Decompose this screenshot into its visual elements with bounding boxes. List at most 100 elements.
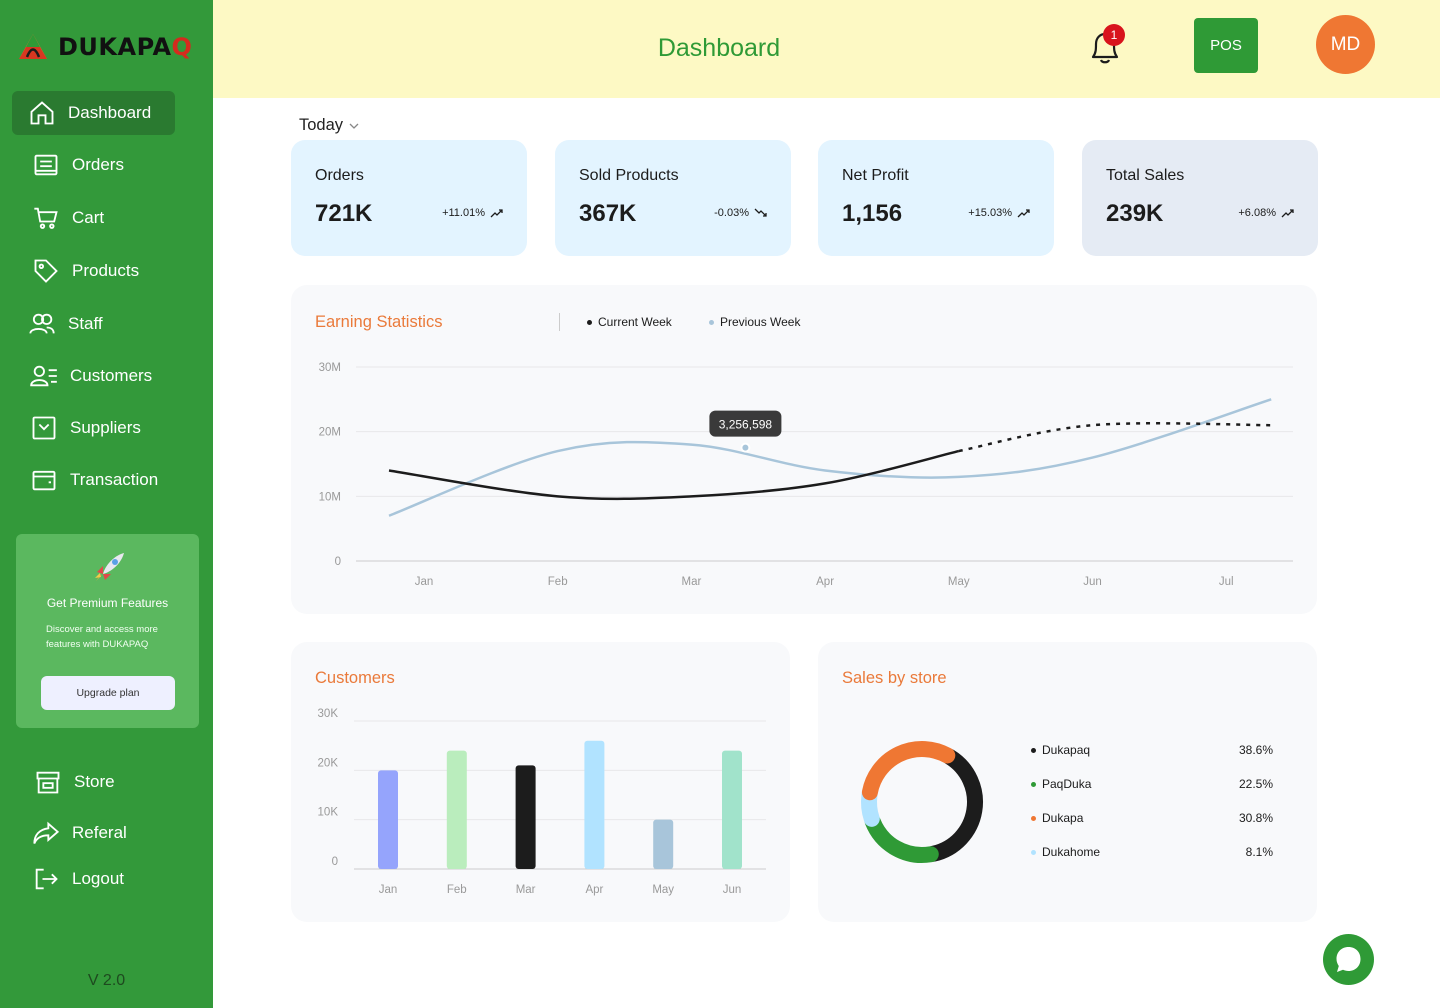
sidebar-item-staff[interactable]: Staff	[12, 302, 175, 346]
stat-card-orders[interactable]: Orders 721K +11.01%	[291, 140, 527, 256]
sidebar-item-suppliers[interactable]: Suppliers	[12, 406, 175, 450]
tooltip-label: 3,256,598	[719, 418, 773, 432]
sidebar-item-orders[interactable]: Orders	[12, 143, 175, 187]
brand-logo[interactable]: DUKAPAQ	[16, 30, 192, 64]
stat-title: Net Profit	[842, 167, 909, 184]
sidebar-item-store[interactable]: Store	[12, 760, 175, 804]
y-tick-label: 20K	[318, 757, 339, 769]
upgrade-plan-button[interactable]: Upgrade plan	[41, 676, 175, 710]
x-tick-label: Feb	[447, 884, 467, 896]
sidebar-item-label: Transaction	[70, 470, 159, 489]
legend-divider	[559, 313, 560, 331]
sidebar-item-products[interactable]: Products	[12, 249, 175, 293]
orders-icon	[34, 154, 58, 176]
y-tick-label: 20M	[319, 427, 341, 439]
bar	[584, 740, 605, 869]
sidebar-item-referal[interactable]: Referal	[12, 811, 175, 855]
y-tick-label: 0	[335, 556, 341, 568]
series-line-current-week-projected	[958, 422, 1272, 453]
store-percentage: 38.6%	[1238, 743, 1273, 757]
sidebar-item-logout[interactable]: Logout	[12, 857, 175, 901]
stat-change: -0.03%	[714, 207, 767, 219]
chat-bubble-icon	[1336, 947, 1361, 972]
stat-value: 239K	[1106, 200, 1164, 227]
period-dropdown[interactable]: Today	[299, 116, 359, 135]
suppliers-icon	[32, 416, 56, 440]
trend-up-icon	[490, 209, 503, 218]
sidebar-item-label: Cart	[72, 208, 105, 227]
sidebar-item-customers[interactable]: Customers	[12, 354, 175, 398]
x-tick-label: Feb	[548, 576, 568, 588]
home-icon	[30, 101, 54, 125]
sales-legend-row[interactable]: Dukahome 8.1%	[1031, 845, 1273, 859]
sales-by-store-title: Sales by store	[842, 669, 947, 687]
premium-description: Discover and access more features with D…	[46, 624, 158, 650]
pos-button[interactable]: POS	[1194, 18, 1258, 73]
x-tick-label: Jan	[415, 576, 434, 588]
y-tick-label: 30M	[319, 362, 341, 374]
store-name: Dukapaq	[1042, 743, 1091, 757]
top-header: Dashboard 1 POS MD	[213, 0, 1440, 98]
stat-change-text: -0.03%	[714, 207, 749, 219]
legend-dot	[709, 319, 714, 325]
x-tick-label: Mar	[516, 884, 536, 896]
legend-previous-week[interactable]: Previous Week	[709, 315, 800, 329]
sidebar-item-label: Store	[74, 772, 115, 791]
sidebar-item-dashboard[interactable]: Dashboard	[12, 91, 175, 135]
sales-legend-row[interactable]: Dukapaq 38.6%	[1031, 743, 1273, 757]
legend-current-week[interactable]: Current Week	[587, 315, 672, 329]
customers-bar-chart: 0 10K 20K 30K Jan Feb Mar Apr May Jun	[318, 708, 766, 896]
app-version: V 2.0	[87, 972, 126, 989]
legend-dot	[1031, 781, 1036, 787]
store-name: Dukahome	[1042, 845, 1101, 859]
sidebar-item-label: Products	[72, 261, 140, 280]
legend-dot	[587, 319, 592, 325]
stat-card-net-profit[interactable]: Net Profit 1,156 +15.03%	[818, 140, 1054, 256]
sidebar-item-label: Logout	[72, 869, 124, 888]
premium-title: Get Premium Features	[46, 596, 169, 610]
stat-card-total-sales[interactable]: Total Sales 239K +6.08%	[1082, 140, 1318, 256]
y-tick-label: 10K	[318, 807, 339, 819]
earning-line-chart: 0 10M 20M 30M Jan Feb Mar Apr May Jun Jul 3,256,598	[319, 362, 1293, 588]
sidebar-item-transaction[interactable]: Transaction	[12, 458, 175, 502]
store-percentage: 8.1%	[1245, 845, 1273, 859]
customers-panel	[291, 642, 790, 922]
sales-donut-chart	[861, 741, 983, 863]
stat-change: +6.08%	[1238, 207, 1294, 219]
stat-value: 367K	[579, 200, 637, 227]
stat-value: 721K	[315, 200, 373, 227]
customers-title: Customers	[315, 669, 395, 687]
legend-label: Current Week	[598, 315, 672, 329]
bar	[722, 750, 742, 869]
sales-legend-row[interactable]: Dukapa 30.8%	[1031, 811, 1273, 825]
sidebar-item-label: Orders	[72, 155, 124, 174]
y-tick-label: 30K	[318, 708, 339, 720]
series-line-previous-week	[388, 398, 1272, 517]
stat-title: Orders	[315, 167, 364, 184]
stat-value: 1,156	[842, 200, 903, 227]
period-label: Today	[299, 116, 344, 134]
notification-button[interactable]: 1	[1083, 24, 1129, 70]
logo-mark-icon	[19, 34, 47, 59]
brand-name: DUKAPAQ	[58, 33, 193, 61]
donut-slice-paqduka	[864, 813, 939, 863]
trend-up-icon	[1281, 209, 1294, 218]
series-line-current-week	[388, 449, 960, 501]
trend-up-icon	[1017, 209, 1030, 218]
sidebar-item-label: Customers	[70, 366, 153, 385]
sidebar: DUKAPAQ Dashboard Orders Cart Products S…	[0, 0, 213, 1008]
stat-change: +15.03%	[968, 207, 1030, 219]
user-avatar[interactable]: MD	[1316, 15, 1375, 74]
sidebar-item-cart[interactable]: Cart	[12, 196, 175, 240]
stat-title: Sold Products	[579, 167, 679, 184]
chat-button[interactable]	[1323, 934, 1374, 985]
bar	[378, 770, 398, 869]
stat-card-sold-products[interactable]: Sold Products 367K -0.03%	[555, 140, 791, 256]
sales-legend-row[interactable]: PaqDuka 22.5%	[1031, 777, 1273, 791]
stat-title: Total Sales	[1106, 167, 1185, 184]
sales-by-store-panel	[818, 642, 1317, 922]
x-tick-label: Mar	[681, 576, 701, 588]
store-percentage: 30.8%	[1238, 811, 1273, 825]
page-title: Dashboard	[657, 34, 781, 62]
x-tick-label: Jan	[379, 884, 398, 896]
